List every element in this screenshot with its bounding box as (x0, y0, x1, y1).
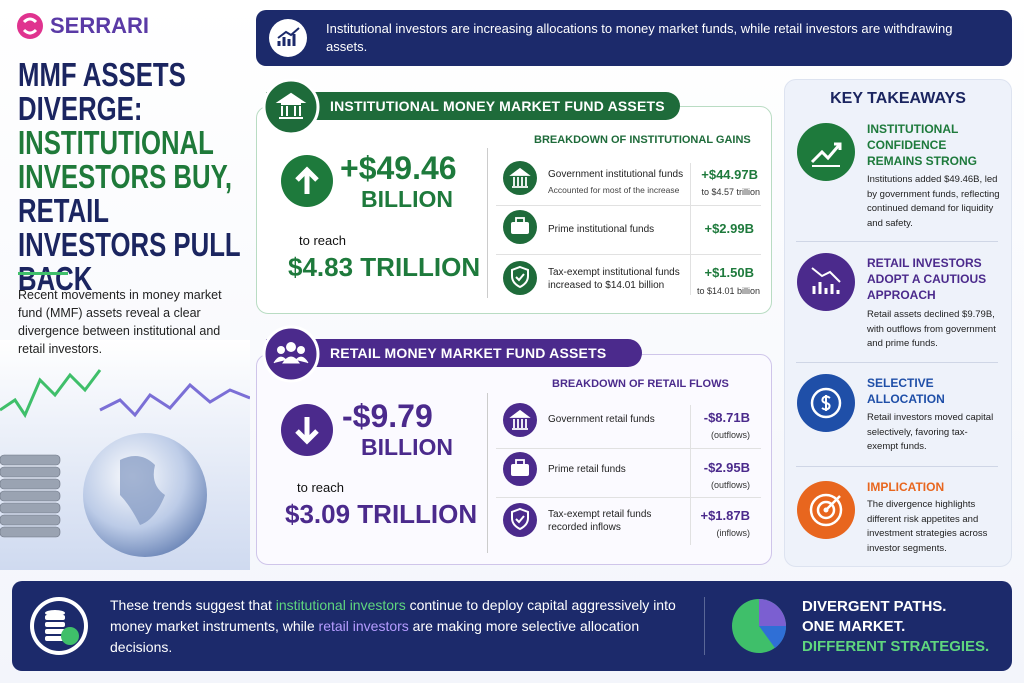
divider (487, 393, 488, 553)
footer-icon (30, 597, 88, 655)
banner: Institutional investors are increasing a… (256, 10, 1012, 66)
footer-highlight: retail investors (318, 618, 409, 634)
row-sublabel: Accounted for most of the increase (548, 185, 680, 195)
row-note: to $14.01 billion (696, 286, 760, 296)
takeaway-heading: RETAIL INVESTORS ADOPT A CAUTIOUS APPROA… (867, 256, 987, 302)
tagline-line: DIVERGENT PATHS. (802, 598, 947, 615)
retail-reach: $3.09 TRILLION (285, 499, 478, 529)
retail-change: -$9.79 (342, 398, 433, 434)
footer-highlight: institutional investors (275, 597, 406, 613)
takeaway-heading: IMPLICATION (867, 480, 945, 494)
row-rule (496, 205, 761, 206)
institutional-reach-label: to reach (299, 233, 346, 248)
row-rule (496, 254, 761, 255)
col-rule (690, 405, 691, 545)
retail-icon (262, 325, 320, 383)
footer-text: These trends suggest that institutional … (110, 595, 700, 658)
banner-icon (269, 19, 307, 57)
row-note: to $4.57 trillion (701, 187, 760, 197)
retail-reach-label: to reach (297, 480, 344, 495)
row-value: +$44.97B (701, 167, 758, 182)
tagline-line: ONE MARKET. (802, 618, 906, 635)
institutional-reach: $4.83 TRILLION (288, 252, 481, 282)
divider (487, 148, 488, 298)
row-label: Government retail funds (548, 414, 655, 425)
headline-lead: MMF ASSETS DIVERGE: (18, 56, 186, 127)
institutional-row-icons (503, 161, 537, 295)
retail-unit: BILLION (361, 434, 453, 460)
footer-text-part: are making more selective allocation dec… (110, 618, 640, 655)
takeaway-text: The divergence highlights different risk… (867, 499, 988, 554)
row-label: Tax-exempt institutional funds increased… (548, 267, 680, 291)
col-rule (690, 163, 691, 295)
retail-header: RETAIL MONEY MARKET FUND ASSETS (266, 339, 642, 367)
decor-chart (0, 340, 250, 570)
footer: These trends suggest that institutional … (12, 581, 1012, 671)
institutional-icon (262, 78, 320, 136)
takeaway-text: Retail investors moved capital selective… (867, 412, 994, 452)
breakdown-title: BREAKDOWN OF INSTITUTIONAL GAINS (534, 134, 751, 146)
retail-row-icons (503, 403, 537, 537)
institutional-change: +$49.46 (340, 150, 457, 186)
row-value: +$1.87B (700, 508, 750, 523)
takeaway-text: Institutions added $49.46B, led by gover… (867, 174, 1000, 229)
headline-green: INSTITUTIONAL INVESTORS BUY, (18, 124, 233, 195)
row-value: +$1.50B (704, 265, 754, 280)
row-rule (496, 497, 761, 498)
institutional-header: INSTITUTIONAL MONEY MARKET FUND ASSETS (266, 92, 680, 120)
row-note: (outflows) (710, 480, 750, 490)
up-arrow-icon (281, 155, 333, 207)
breakdown-title: BREAKDOWN OF RETAIL FLOWS (552, 378, 729, 390)
row-label: Prime retail funds (548, 464, 626, 475)
headline-navy: RETAIL INVESTORS PULL BACK (18, 192, 241, 297)
tagline: DIVERGENT PATHS. ONE MARKET. DIFFERENT S… (802, 597, 989, 657)
brand-logo (17, 13, 43, 39)
down-arrow-icon (281, 404, 333, 456)
row-note: (inflows) (716, 528, 750, 538)
takeaway-rule (796, 362, 998, 363)
takeaways-title: KEY TAKEAWAYS (830, 90, 966, 107)
intro: Recent movements in money market fund (M… (18, 288, 222, 356)
footer-text-part: These trends suggest that (110, 597, 276, 613)
row-value: +$2.99B (704, 221, 754, 236)
tagline-line: DIFFERENT STRATEGIES. (802, 638, 990, 655)
row-label: Tax-exempt retail funds recorded inflows (548, 509, 652, 533)
row-value: -$2.95B (703, 460, 750, 475)
accent-rule (18, 272, 68, 275)
footer-divider (704, 597, 705, 655)
takeaway-text: Retail assets declined $9.79B, with outf… (867, 309, 996, 349)
brand: SERRARI (16, 12, 149, 40)
row-value: -$8.71B (703, 410, 750, 425)
takeaway-rule (796, 241, 998, 242)
row-rule (496, 448, 761, 449)
row-label: Prime institutional funds (548, 224, 655, 235)
takeaway-heading: INSTITUTIONAL CONFIDENCE REMAINS STRONG (867, 122, 978, 168)
brand-name: SERRARI (50, 13, 150, 38)
row-note: (outflows) (710, 430, 750, 440)
banner-text: Institutional investors are increasing a… (326, 21, 953, 54)
institutional-unit: BILLION (361, 186, 453, 212)
takeaway-rule (796, 466, 998, 467)
row-label: Government institutional funds (548, 169, 684, 180)
footer-text-part: continue to deploy capital aggressively … (110, 597, 676, 634)
takeaway-icons (797, 123, 855, 539)
headline: MMF ASSETS DIVERGE: INSTITUTIONAL INVEST… (18, 58, 252, 296)
pie-icon (732, 599, 787, 653)
takeaway-heading: SELECTIVE ALLOCATION (867, 376, 945, 406)
